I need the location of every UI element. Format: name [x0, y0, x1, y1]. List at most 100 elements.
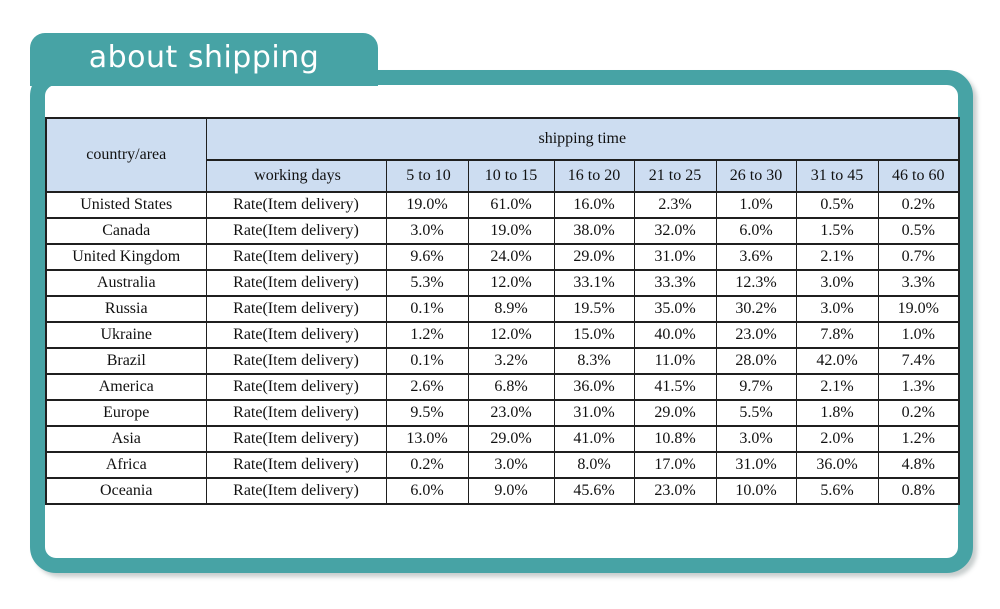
- rate-value-cell: 3.2%: [467, 347, 555, 375]
- rate-value-cell: 38.0%: [553, 217, 635, 245]
- rate-value-cell: 9.7%: [715, 373, 797, 401]
- rate-value-cell: 2.3%: [633, 191, 717, 219]
- rate-value-cell: 29.0%: [633, 399, 717, 427]
- table-row: Australia Rate(Item delivery) 5.3% 12.0% 33.…: [45, 269, 960, 297]
- rate-label-cell: Rate(Item delivery): [205, 295, 387, 323]
- table-row: America Rate(Item delivery) 2.6% 6.8% 36.0% 4…: [45, 373, 960, 401]
- rate-value-cell: 19.5%: [553, 295, 635, 323]
- col-header-country-area: country/area: [45, 117, 207, 193]
- country-cell: Brazil: [45, 347, 207, 375]
- rate-value-cell: 4.8%: [877, 451, 960, 479]
- col-header-31-to-45: 31 to 45: [795, 159, 879, 193]
- rate-value-cell: 6.0%: [385, 477, 469, 505]
- group-header-row: country/area shipping time: [45, 117, 960, 193]
- table-row: Russia Rate(Item delivery) 0.1% 8.9% 19.5% 35…: [45, 295, 960, 323]
- subheader-row: working days 5 to 10 10 to 15 16 to 20 21 to…: [46, 159, 960, 193]
- rate-value-cell: 0.8%: [877, 477, 960, 505]
- table-row: Africa Rate(Item delivery) 0.2% 3.0% 8.0% 17.…: [45, 451, 960, 479]
- rate-label-cell: Rate(Item delivery): [205, 399, 387, 427]
- rate-value-cell: 3.6%: [715, 243, 797, 271]
- rate-value-cell: 19.0%: [877, 295, 960, 323]
- table-row: Brazil Rate(Item delivery) 0.1% 3.2% 8.3% 11.…: [45, 347, 960, 375]
- rate-value-cell: 2.1%: [795, 373, 879, 401]
- rate-value-cell: 36.0%: [553, 373, 635, 401]
- rate-value-cell: 11.0%: [633, 347, 717, 375]
- table-body: Unisted States Rate(Item delivery) 19.0% 61…: [45, 191, 960, 505]
- rate-value-cell: 41.5%: [633, 373, 717, 401]
- rate-value-cell: 23.0%: [715, 321, 797, 349]
- rate-value-cell: 7.4%: [877, 347, 960, 375]
- rate-value-cell: 5.5%: [715, 399, 797, 427]
- rate-value-cell: 16.0%: [553, 191, 635, 219]
- rate-value-cell: 3.0%: [795, 295, 879, 323]
- col-header-26-to-30: 26 to 30: [715, 159, 797, 193]
- col-header-working-days: working days: [205, 159, 387, 193]
- rate-value-cell: 42.0%: [795, 347, 879, 375]
- rate-value-cell: 2.0%: [795, 425, 879, 453]
- rate-value-cell: 19.0%: [385, 191, 469, 219]
- table-row: Europe Rate(Item delivery) 9.5% 23.0% 31.0% 2…: [45, 399, 960, 427]
- country-cell: America: [45, 373, 207, 401]
- table-row: Asia Rate(Item delivery) 13.0% 29.0% 41.0% 10…: [45, 425, 960, 453]
- col-header-21-to-25: 21 to 25: [633, 159, 717, 193]
- rate-value-cell: 33.3%: [633, 269, 717, 297]
- rate-value-cell: 5.3%: [385, 269, 469, 297]
- rate-value-cell: 61.0%: [467, 191, 555, 219]
- rate-value-cell: 0.5%: [795, 191, 879, 219]
- rate-value-cell: 0.2%: [877, 399, 960, 427]
- rate-value-cell: 17.0%: [633, 451, 717, 479]
- col-header-46-to-60: 46 to 60: [877, 159, 960, 193]
- rate-value-cell: 8.9%: [467, 295, 555, 323]
- rate-value-cell: 7.8%: [795, 321, 879, 349]
- rate-label-cell: Rate(Item delivery): [205, 269, 387, 297]
- col-header-10-to-15: 10 to 15: [467, 159, 555, 193]
- rate-label-cell: Rate(Item delivery): [205, 347, 387, 375]
- country-cell: United Kingdom: [45, 243, 207, 271]
- rate-value-cell: 23.0%: [633, 477, 717, 505]
- rate-value-cell: 19.0%: [467, 217, 555, 245]
- rate-value-cell: 1.0%: [877, 321, 960, 349]
- rate-label-cell: Rate(Item delivery): [205, 425, 387, 453]
- rate-value-cell: 40.0%: [633, 321, 717, 349]
- rate-value-cell: 3.0%: [467, 451, 555, 479]
- country-cell: Russia: [45, 295, 207, 323]
- rate-value-cell: 0.5%: [877, 217, 960, 245]
- rate-value-cell: 31.0%: [715, 451, 797, 479]
- rate-value-cell: 32.0%: [633, 217, 717, 245]
- country-cell: Unisted States: [45, 191, 207, 219]
- panel-title: about shipping: [88, 39, 320, 75]
- rate-value-cell: 36.0%: [795, 451, 879, 479]
- rate-value-cell: 45.6%: [553, 477, 635, 505]
- rate-value-cell: 13.0%: [385, 425, 469, 453]
- rate-value-cell: 12.0%: [467, 269, 555, 297]
- rate-value-cell: 2.1%: [795, 243, 879, 271]
- rate-value-cell: 15.0%: [553, 321, 635, 349]
- rate-value-cell: 1.8%: [795, 399, 879, 427]
- rate-value-cell: 8.0%: [553, 451, 635, 479]
- shipping-rate-table: country/area shipping time working days 5…: [45, 117, 961, 505]
- rate-value-cell: 9.0%: [467, 477, 555, 505]
- rate-value-cell: 3.0%: [385, 217, 469, 245]
- rate-value-cell: 3.3%: [877, 269, 960, 297]
- rate-value-cell: 24.0%: [467, 243, 555, 271]
- rate-label-cell: Rate(Item delivery): [205, 477, 387, 505]
- rate-label-cell: Rate(Item delivery): [205, 321, 387, 349]
- col-header-shipping-time: shipping time: [205, 117, 960, 161]
- rate-value-cell: 31.0%: [553, 399, 635, 427]
- table-row: United Kingdom Rate(Item delivery) 9.6% 24.…: [45, 243, 960, 271]
- rate-label-cell: Rate(Item delivery): [205, 243, 387, 271]
- rate-value-cell: 10.0%: [715, 477, 797, 505]
- rate-value-cell: 6.8%: [467, 373, 555, 401]
- table-row: Unisted States Rate(Item delivery) 19.0% 61…: [45, 191, 960, 219]
- rate-value-cell: 6.0%: [715, 217, 797, 245]
- rate-value-cell: 1.2%: [877, 425, 960, 453]
- col-header-5-to-10: 5 to 10: [385, 159, 469, 193]
- country-cell: Europe: [45, 399, 207, 427]
- rate-value-cell: 10.8%: [633, 425, 717, 453]
- rate-value-cell: 29.0%: [467, 425, 555, 453]
- table-row: Oceania Rate(Item delivery) 6.0% 9.0% 45.6% 2…: [45, 477, 960, 505]
- rate-value-cell: 9.6%: [385, 243, 469, 271]
- rate-value-cell: 30.2%: [715, 295, 797, 323]
- country-cell: Africa: [45, 451, 207, 479]
- rate-value-cell: 3.0%: [715, 425, 797, 453]
